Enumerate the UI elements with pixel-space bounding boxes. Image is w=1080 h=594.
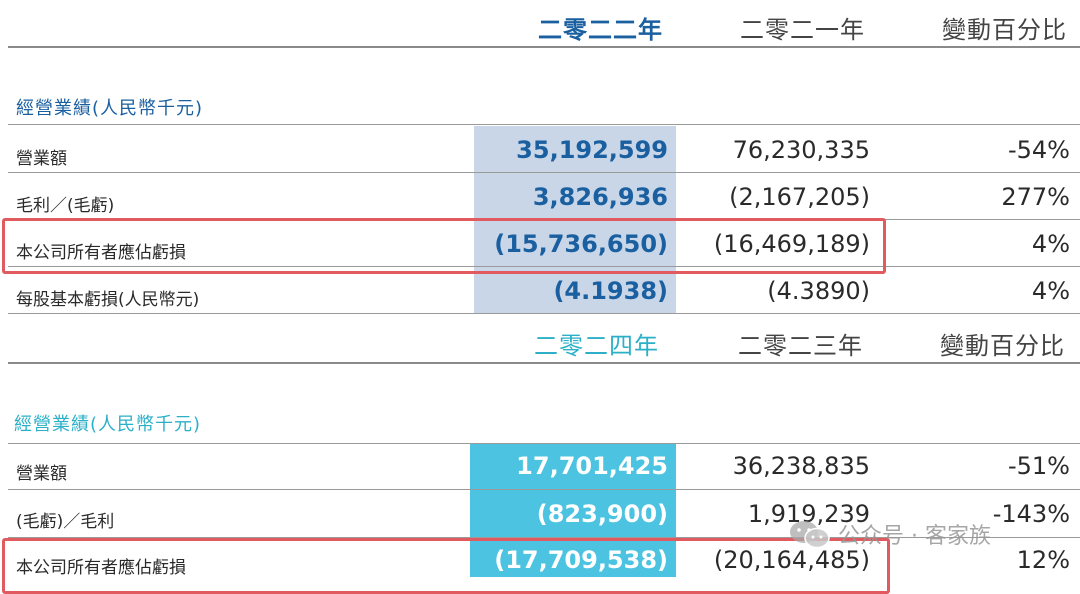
- header-change-pct-1: 變動百分比: [942, 16, 1067, 44]
- row-label-revenue-2: 營業額: [16, 464, 67, 484]
- change-loss-attributable-1: 4%: [1031, 230, 1070, 258]
- highlight-column-2024: [470, 444, 676, 577]
- divider: [8, 313, 1080, 314]
- value-2022-eps-loss: (4.1938): [553, 277, 668, 305]
- value-2021-eps-loss: (4.3890): [767, 277, 870, 305]
- change-revenue-2: -51%: [1007, 452, 1070, 480]
- header-2024: 二零二四年: [534, 332, 659, 360]
- divider: [8, 124, 1080, 125]
- highlight-box-1: [2, 218, 886, 274]
- change-loss-attributable-2: 12%: [1016, 546, 1070, 574]
- divider: [8, 266, 1080, 267]
- row-label-gross-profit-1: 毛利／(毛虧): [16, 196, 115, 216]
- divider: [8, 489, 1080, 490]
- divider: [8, 46, 1080, 48]
- header-2021: 二零二一年: [740, 16, 865, 44]
- row-label-loss-attributable-1: 本公司所有者應佔虧損: [16, 243, 186, 263]
- value-2023-revenue: 36,238,835: [732, 452, 870, 480]
- value-2021-loss-attributable: (16,469,189): [713, 230, 870, 258]
- value-2024-gross-profit: (823,900): [536, 500, 668, 528]
- row-label-loss-attributable-2: 本公司所有者應佔虧損: [16, 558, 186, 578]
- section-title-1: 經營業績(人民幣千元): [16, 98, 204, 119]
- divider: [8, 443, 1080, 444]
- value-2022-revenue: 35,192,599: [516, 136, 668, 164]
- change-revenue-1: -54%: [1007, 136, 1070, 164]
- divider: [8, 362, 1080, 364]
- row-label-revenue-1: 營業額: [16, 149, 67, 169]
- divider: [8, 537, 1080, 538]
- value-2024-revenue: 17,701,425: [516, 452, 668, 480]
- highlight-box-2: [2, 538, 890, 594]
- header-change-pct-2: 變動百分比: [940, 332, 1065, 360]
- change-eps-loss: 4%: [1031, 277, 1070, 305]
- change-gross-profit-1: 277%: [1001, 183, 1070, 211]
- value-2022-loss-attributable: (15,736,650): [494, 230, 668, 258]
- value-2021-gross-profit: (2,167,205): [729, 183, 870, 211]
- value-2021-revenue: 76,230,335: [732, 136, 870, 164]
- row-label-eps-loss: 每股基本虧損(人民幣元): [16, 290, 200, 310]
- value-2022-gross-profit: 3,826,936: [532, 183, 668, 211]
- divider: [8, 172, 1080, 173]
- row-label-gross-profit-2: (毛虧)／毛利: [16, 512, 115, 532]
- value-2024-loss-attributable: (17,709,538): [494, 546, 668, 574]
- value-2023-loss-attributable: (20,164,485): [713, 546, 870, 574]
- wechat-icon: [790, 521, 830, 549]
- change-gross-profit-2: -143%: [992, 500, 1070, 528]
- section-title-2: 經營業績(人民幣千元): [14, 414, 202, 435]
- header-2023: 二零二三年: [738, 332, 863, 360]
- watermark-text: 公众号 · 客家族: [838, 524, 991, 549]
- watermark: 公众号 · 客家族: [788, 518, 991, 550]
- header-2022: 二零二二年: [538, 16, 663, 44]
